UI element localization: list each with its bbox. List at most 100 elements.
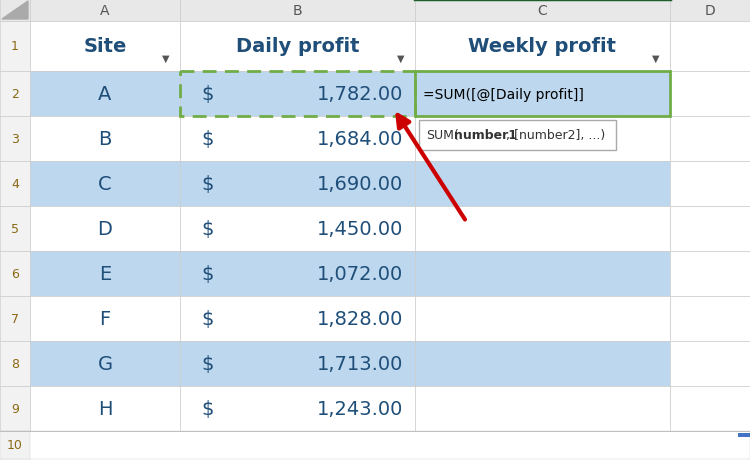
Bar [415,117,670,162]
Text: ▼: ▼ [652,54,660,64]
Bar [30,0,180,22]
Text: 5: 5 [11,223,19,236]
Text: =SUM([@[Daily profit]]: =SUM([@[Daily profit]] [423,88,584,101]
Text: $: $ [202,354,214,373]
Bar [30,72,180,117]
Text: 9: 9 [11,402,19,415]
Bar [415,72,670,117]
FancyBboxPatch shape [419,121,616,150]
Text: 1,828.00: 1,828.00 [316,309,403,328]
Text: ▼: ▼ [162,54,170,64]
Bar [180,22,415,72]
Bar [415,22,670,72]
Text: Daily profit: Daily profit [236,38,359,56]
Bar [0,251,30,296]
Text: , [number2], ...): , [number2], ...) [506,129,605,142]
Text: G: G [98,354,112,373]
Bar [180,386,415,431]
Bar [670,0,750,22]
Polygon shape [2,2,28,20]
Bar [0,206,30,251]
Bar [180,72,415,117]
Bar [670,22,750,72]
Text: 10: 10 [7,438,23,451]
Text: $: $ [202,85,214,104]
Bar [415,162,670,206]
Text: 1,450.00: 1,450.00 [316,219,403,238]
Text: $: $ [202,130,214,149]
Text: 3: 3 [11,133,19,146]
Bar [0,431,750,459]
Bar [30,206,180,251]
Bar [670,296,750,341]
Bar [670,117,750,162]
Bar [0,22,30,72]
Bar [415,0,670,22]
Text: 8: 8 [11,357,19,370]
Text: C: C [98,175,112,194]
Text: $: $ [202,175,214,194]
Text: 6: 6 [11,268,19,281]
Bar [0,0,30,22]
Bar [0,72,30,117]
Bar [0,162,30,206]
Bar [670,72,750,117]
Bar [415,72,670,117]
Text: Site: Site [83,38,127,56]
Bar [30,341,180,386]
Bar [180,117,415,162]
Text: 1,243.00: 1,243.00 [316,399,403,418]
Text: B: B [292,4,302,18]
Text: F: F [99,309,111,328]
Text: 4: 4 [11,178,19,191]
Bar [30,296,180,341]
Bar [738,433,750,437]
Bar [30,117,180,162]
Text: B: B [98,130,112,149]
Bar [0,386,30,431]
Text: D: D [705,4,716,18]
Bar [30,386,180,431]
Text: 2: 2 [11,88,19,101]
Text: D: D [98,219,112,238]
Bar [670,206,750,251]
Text: E: E [99,264,111,283]
Text: $: $ [202,264,214,283]
Bar [670,162,750,206]
Text: ▼: ▼ [398,54,405,64]
Text: SUM(: SUM( [426,129,459,142]
Text: A: A [100,4,109,18]
Bar [30,162,180,206]
Bar [415,206,670,251]
Text: $: $ [202,219,214,238]
Bar [0,117,30,162]
Text: C: C [538,4,548,18]
Text: 1,684.00: 1,684.00 [316,130,403,149]
Bar [0,296,30,341]
Bar [30,22,180,72]
Bar [180,72,415,117]
Text: 1,713.00: 1,713.00 [316,354,403,373]
Bar [0,431,30,459]
Bar [180,206,415,251]
Bar [180,296,415,341]
Bar [180,162,415,206]
Text: Weekly profit: Weekly profit [469,38,616,56]
Text: $: $ [202,399,214,418]
Bar [670,386,750,431]
Bar [415,386,670,431]
Text: 1,072.00: 1,072.00 [316,264,403,283]
Text: 1: 1 [11,40,19,53]
Text: 7: 7 [11,313,19,325]
Bar [415,251,670,296]
Bar [30,251,180,296]
Bar [180,0,415,22]
Text: 1,782.00: 1,782.00 [316,85,403,104]
Bar [415,341,670,386]
Bar [415,296,670,341]
Text: H: H [98,399,112,418]
Text: A: A [98,85,112,104]
Bar [670,341,750,386]
Bar [180,341,415,386]
Text: $: $ [202,309,214,328]
